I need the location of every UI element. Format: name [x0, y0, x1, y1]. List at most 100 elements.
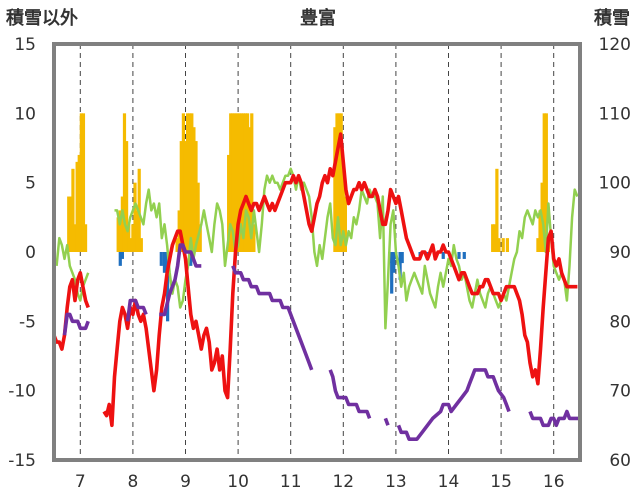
tick-labels: 7 8 9 10 11 12 13 14 15 16 15 10 5 0 -5 -10 -15 120 110 100…: [8, 35, 631, 492]
bar-mark: [495, 168, 499, 252]
x-tick-label: 9: [180, 472, 191, 492]
bar-mark: [462, 252, 466, 259]
bar-mark: [335, 113, 339, 252]
bar-mark: [71, 168, 75, 252]
bar-mark: [333, 127, 337, 252]
bar-mark: [189, 252, 193, 266]
bar-mark: [233, 113, 237, 252]
bar-mark: [231, 113, 235, 252]
bar-mark: [175, 238, 179, 252]
bar-mark: [542, 113, 546, 252]
bar-mark: [441, 252, 445, 259]
bar-mark: [505, 238, 510, 252]
bar-mark: [538, 210, 542, 252]
bar-mark: [243, 113, 248, 252]
bar-mark: [245, 113, 250, 252]
bar-mark: [83, 224, 88, 252]
bar-mark: [457, 252, 461, 259]
bar-mark: [135, 210, 139, 252]
right-tick-label: 80: [609, 312, 631, 332]
bar-mark: [77, 154, 81, 252]
bar-mark: [536, 238, 540, 252]
bar-mark: [75, 161, 79, 252]
x-tick-label: 13: [385, 472, 407, 492]
series-line-4: [125, 298, 148, 322]
bar-mark: [127, 224, 131, 252]
bar-mark: [198, 224, 202, 252]
x-tick-label: 7: [75, 472, 86, 492]
bar-mark: [229, 113, 233, 252]
bar-mark: [239, 113, 243, 252]
bar-mark: [67, 196, 71, 252]
right-axis-title: 積雪: [593, 7, 630, 29]
left-tick-label: -15: [8, 451, 36, 471]
bar-mark: [250, 113, 254, 252]
bar-mark: [248, 127, 252, 252]
x-tick-label: 10: [227, 472, 249, 492]
bar-mark: [400, 252, 404, 264]
right-tick-label: 90: [609, 243, 631, 263]
left-tick-label: -5: [19, 312, 36, 332]
bar-mark: [133, 182, 137, 252]
bar-mark: [398, 252, 402, 280]
x-tick-label: 14: [438, 472, 460, 492]
bar-mark: [491, 224, 495, 252]
bar-mark: [159, 252, 163, 266]
series-line-4: [328, 369, 372, 420]
right-tick-label: 110: [599, 104, 631, 124]
bar-mark: [343, 196, 348, 252]
bar-mark: [188, 113, 192, 252]
bar-mark: [73, 224, 77, 252]
right-tick-label: 100: [599, 174, 631, 194]
left-axis-title: 積雪以外: [5, 7, 78, 29]
bar-mark: [190, 113, 194, 252]
bar-mark: [131, 224, 135, 252]
bar-mark: [120, 252, 124, 259]
bar-mark: [118, 210, 122, 252]
right-tick-label: 60: [609, 451, 631, 471]
bar-mark: [237, 113, 241, 252]
bar-mark: [501, 238, 505, 252]
bar-mark: [69, 196, 73, 252]
plot-frame: [52, 42, 582, 462]
bar-mark: [493, 224, 497, 252]
right-tick-label: 120: [599, 35, 631, 55]
right-tick-label: 70: [609, 382, 631, 402]
bar-mark: [183, 141, 188, 252]
bar-mark: [390, 252, 394, 294]
x-tick-label: 8: [127, 472, 138, 492]
left-tick-label: -10: [8, 382, 36, 402]
series-line-4: [231, 265, 314, 371]
bar-mark: [118, 252, 122, 266]
series-line-4: [383, 417, 390, 426]
bar-mark: [139, 238, 143, 252]
x-tick-label: 11: [280, 472, 302, 492]
bar-mark: [227, 154, 231, 252]
grid-lines: [79, 44, 555, 460]
left-tick-label: 5: [25, 174, 36, 194]
bar-mark: [179, 141, 183, 252]
bar-series: [67, 113, 551, 322]
left-tick-label: 10: [14, 104, 36, 124]
bar-mark: [181, 113, 185, 252]
bar-mark: [194, 141, 198, 252]
bar-mark: [341, 168, 345, 252]
bar-mark: [544, 113, 548, 252]
x-tick-label: 15: [490, 472, 512, 492]
line-series: [52, 132, 580, 441]
bar-mark: [120, 196, 124, 252]
bar-mark: [252, 224, 256, 252]
bar-mark: [337, 113, 341, 252]
bar-mark: [124, 141, 129, 252]
bar-mark: [116, 217, 120, 252]
bar-mark: [392, 252, 396, 273]
bar-mark: [122, 113, 127, 252]
bar-mark: [81, 113, 86, 252]
series-line-4: [62, 312, 90, 336]
bar-mark: [192, 127, 196, 252]
chart-title: 豊富: [300, 7, 336, 29]
bar-mark: [339, 113, 343, 252]
bar-mark: [235, 113, 239, 252]
bar-mark: [129, 238, 133, 252]
